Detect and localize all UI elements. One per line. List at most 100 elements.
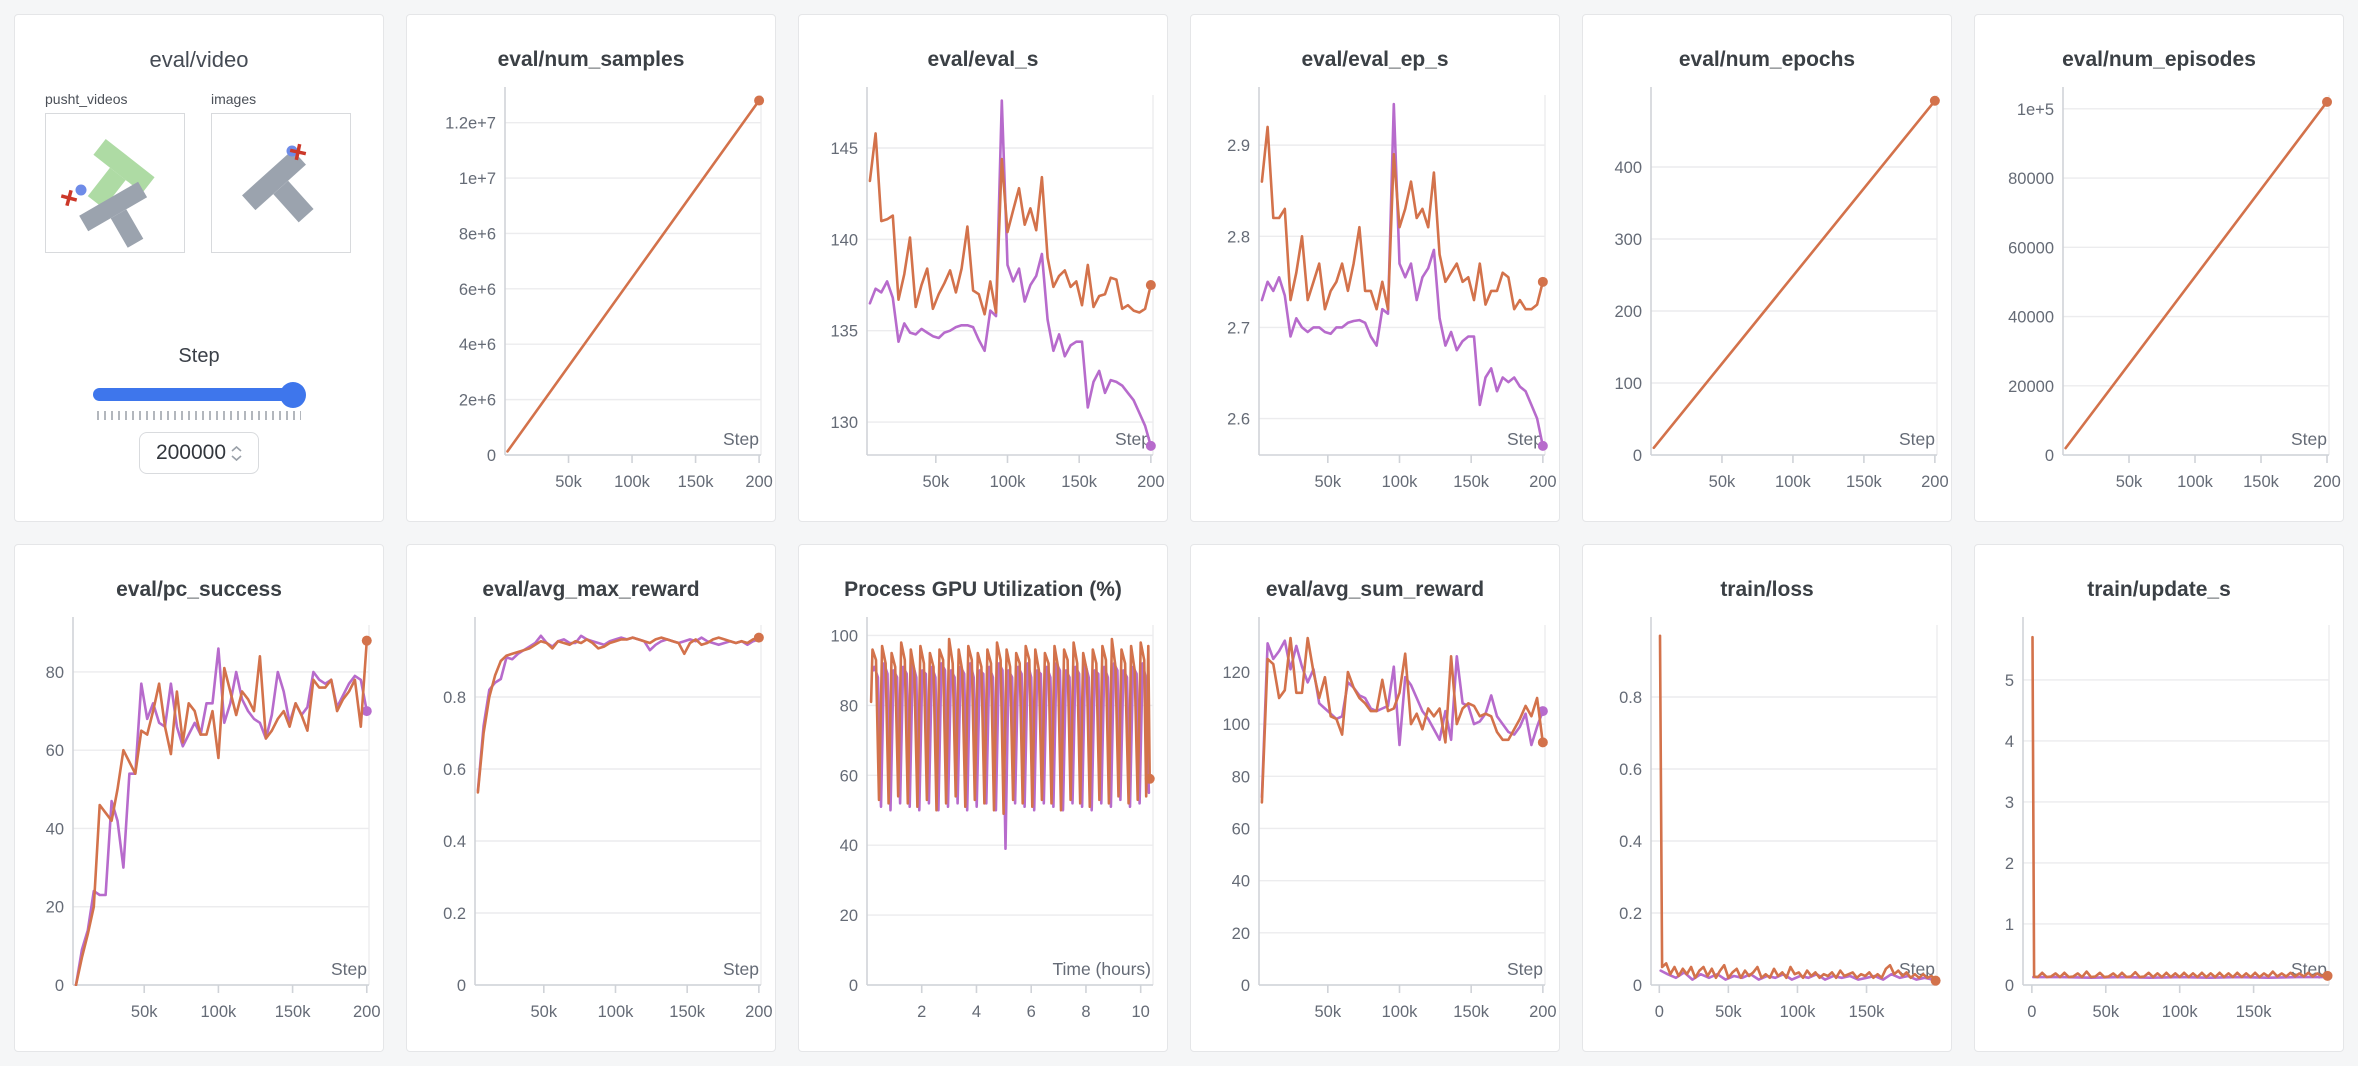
y-tick-label: 0 xyxy=(1633,447,1642,465)
series-run-purple[interactable] xyxy=(1260,102,1545,448)
chart-canvas-eval-avg-sum-reward[interactable]: 0 20 40 60 80 100 120 50k 100k 150k 200 Step xyxy=(1191,611,1559,1043)
y-tick-label: 0 xyxy=(2005,977,2014,995)
images-thumbnail[interactable] xyxy=(211,113,351,253)
y-tick-label: 0 xyxy=(1633,977,1642,995)
x-tick-label: 100k xyxy=(2162,1003,2199,1021)
series-end-dot-run-purple[interactable] xyxy=(361,706,372,717)
series-run-orange[interactable] xyxy=(1658,634,1937,983)
step-input-value: 200000 xyxy=(155,441,227,464)
series-end-dot-run-orange[interactable] xyxy=(2322,970,2333,981)
x-axis-title: Step xyxy=(331,959,367,979)
chart-svg: 0 20000 40000 60000 80000 1e+5 50k 100k 150k 200 S… xyxy=(2008,87,2341,491)
x-tick-label: 150k xyxy=(2236,1003,2273,1021)
series-end-dot-run-purple[interactable] xyxy=(1537,440,1548,451)
series-end-dot-run-orange[interactable] xyxy=(1537,276,1548,287)
chart-title: train/loss xyxy=(1720,578,1814,601)
series-run-orange[interactable] xyxy=(868,132,1153,316)
chart-canvas-eval-num-epochs[interactable]: 0 100 200 300 400 50k 100k 150k 200 Step xyxy=(1583,81,1951,513)
step-slider-thumb[interactable] xyxy=(280,382,306,408)
chart-svg: 0 20 40 60 80 100 2 4 6 8 10 Time (hours) xyxy=(830,617,1155,1021)
series-run-orange[interactable] xyxy=(2064,100,2329,450)
x-tick-label: 150k xyxy=(1453,473,1490,491)
x-tick-label: 8 xyxy=(1081,1003,1090,1021)
x-axis-title: Step xyxy=(1115,429,1151,449)
x-tick-label: 50k xyxy=(923,473,950,491)
y-tick-label: 60000 xyxy=(2008,239,2054,257)
series-run-orange[interactable] xyxy=(1260,636,1545,804)
step-input[interactable]: 200000 xyxy=(139,432,259,474)
series-end-dot-run-orange[interactable] xyxy=(753,632,764,643)
y-tick-label: 4 xyxy=(2005,733,2014,751)
y-tick-label: 8e+6 xyxy=(459,225,496,243)
x-axis-title: Step xyxy=(1899,429,1935,449)
x-tick-label: 100k xyxy=(990,473,1027,491)
y-tick-label: 20000 xyxy=(2008,378,2054,396)
y-tick-label: 40 xyxy=(1232,873,1250,891)
chart-svg: 0 20 40 60 80 100 120 50k 100k 150k 200 Step xyxy=(1222,617,1557,1021)
series-end-dot-run-orange[interactable] xyxy=(754,95,765,106)
y-tick-label: 120 xyxy=(1222,664,1250,682)
step-slider-track[interactable] xyxy=(93,388,293,401)
series-run-purple[interactable] xyxy=(476,634,761,792)
step-spinner xyxy=(231,445,242,461)
chart-canvas-eval-eval-ep-s[interactable]: 2.6 2.7 2.8 2.9 50k 100k 150k 200 Step xyxy=(1191,81,1559,513)
chart-canvas-train-update-s[interactable]: 0 1 2 3 4 5 0 50k 100k 150k Step xyxy=(1975,611,2343,1043)
series-end-dot-run-orange[interactable] xyxy=(1537,737,1548,748)
x-tick-label: 200 xyxy=(745,473,773,491)
x-tick-label: 50k xyxy=(555,473,582,491)
pusht-render-icon xyxy=(60,139,155,248)
chart-canvas-process-gpu-utilization[interactable]: 0 20 40 60 80 100 2 4 6 8 10 Time (hours) xyxy=(799,611,1167,1043)
chart-canvas-eval-eval-s[interactable]: 130 135 140 145 50k 100k 150k 200 Step xyxy=(799,81,1167,513)
x-tick-label: 50k xyxy=(531,1003,558,1021)
series-run-orange[interactable] xyxy=(2031,635,2329,979)
x-tick-label: 2 xyxy=(917,1003,926,1021)
x-tick-label: 50k xyxy=(131,1003,158,1021)
series-run-orange[interactable] xyxy=(506,99,761,453)
series-end-dot-run-orange[interactable] xyxy=(2322,96,2333,107)
chart-title: eval/avg_max_reward xyxy=(482,578,700,601)
chart-svg: 2.6 2.7 2.8 2.9 50k 100k 150k 200 Step xyxy=(1227,87,1557,491)
x-tick-label: 50k xyxy=(1315,473,1342,491)
series-run-purple[interactable] xyxy=(74,647,369,986)
x-tick-label: 100k xyxy=(1382,1003,1419,1021)
pusht-video-thumbnail[interactable] xyxy=(45,113,185,253)
chart-canvas-train-loss[interactable]: 0 0.2 0.4 0.6 0.8 0 50k 100k 150k Step xyxy=(1583,611,1951,1043)
y-tick-label: 140 xyxy=(830,231,858,249)
chart-title: eval/num_samples xyxy=(497,48,685,71)
media-row: pusht_videos xyxy=(45,91,383,253)
series-end-dot-run-orange[interactable] xyxy=(1929,95,1940,106)
series-run-purple[interactable] xyxy=(868,99,1153,448)
panel-eval-num-samples: eval/num_samples 0 2e+6 4e+6 6e+6 8e+6 1e+7 1.… xyxy=(406,14,776,522)
spinner-up-icon[interactable] xyxy=(231,445,242,452)
x-tick-label: 200 xyxy=(353,1003,381,1021)
x-axis-title: Step xyxy=(1507,429,1543,449)
series-run-orange[interactable] xyxy=(476,636,761,794)
series-end-dot-run-purple[interactable] xyxy=(1145,440,1156,451)
series-run-orange[interactable] xyxy=(1260,125,1545,311)
panel-eval-num-episodes: eval/num_episodes 0 20000 40000 60000 80000 1… xyxy=(1974,14,2344,522)
chart-canvas-eval-avg-max-reward[interactable]: 0 0.2 0.4 0.6 0.8 50k 100k 150k 200 Step xyxy=(407,611,775,1043)
y-tick-label: 60 xyxy=(840,767,858,785)
chart-canvas-eval-num-episodes[interactable]: 0 20000 40000 60000 80000 1e+5 50k 100k 150k 200 S… xyxy=(1975,81,2343,513)
series-end-dot-run-orange[interactable] xyxy=(1930,975,1941,986)
spinner-down-icon[interactable] xyxy=(231,454,242,461)
x-tick-label: 200 xyxy=(745,1003,773,1021)
y-tick-label: 0.4 xyxy=(1619,833,1642,851)
series-run-purple[interactable] xyxy=(1659,969,1935,981)
series-end-dot-run-orange[interactable] xyxy=(1144,773,1155,784)
series-run-orange[interactable] xyxy=(74,639,369,986)
chart-canvas-eval-num-samples[interactable]: 0 2e+6 4e+6 6e+6 8e+6 1e+7 1.2e+7 50k 100k 150k 20… xyxy=(407,81,775,513)
series-run-orange[interactable] xyxy=(1652,99,1937,450)
y-tick-label: 0 xyxy=(1241,977,1250,995)
series-end-dot-run-orange[interactable] xyxy=(1145,280,1156,291)
x-tick-label: 100k xyxy=(1775,473,1812,491)
series-run-purple[interactable] xyxy=(1260,639,1545,799)
x-tick-label: 200 xyxy=(1137,473,1165,491)
chart-canvas-eval-pc-success[interactable]: 0 20 40 60 80 50k 100k 150k 200 Step xyxy=(15,611,383,1043)
y-tick-label: 2.8 xyxy=(1227,228,1250,246)
series-run-orange[interactable] xyxy=(869,637,1152,815)
panel-eval-video: eval/video pusht_videos xyxy=(14,14,384,522)
y-tick-label: 2e+6 xyxy=(459,392,496,410)
chart-svg: 0 20 40 60 80 50k 100k 150k 200 Step xyxy=(46,617,381,1021)
series-end-dot-run-orange[interactable] xyxy=(361,635,372,646)
